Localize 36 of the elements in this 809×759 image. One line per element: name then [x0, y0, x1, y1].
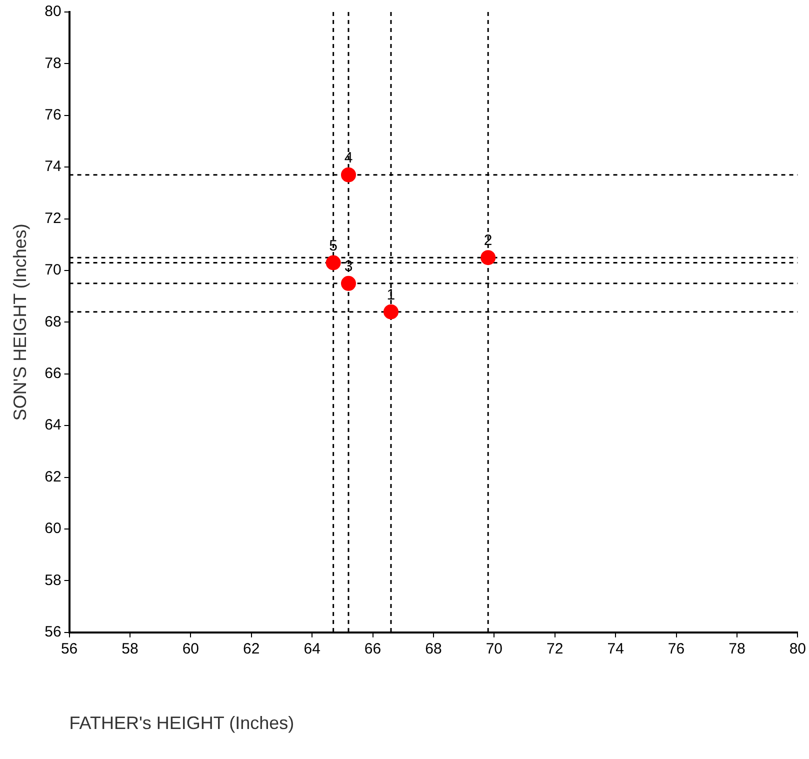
- y-tick-label: 62: [44, 468, 62, 486]
- x-tick-label: 64: [304, 640, 320, 658]
- annotation: 4: [344, 149, 353, 166]
- point: [326, 255, 341, 270]
- x-tick-label: 70: [486, 640, 503, 658]
- point: [340, 167, 356, 182]
- y-tick-label: 78: [44, 54, 62, 72]
- y-tick-label: 72: [44, 210, 62, 227]
- point: [340, 276, 356, 291]
- x-tick-label: 66: [364, 640, 382, 658]
- point: [480, 250, 496, 266]
- y-tick-label: 76: [44, 106, 62, 124]
- x-tick-label: 60: [182, 640, 200, 658]
- x-tick-label: 76: [668, 640, 685, 658]
- x-tick-label: 78: [728, 640, 746, 658]
- x-axis-title: FATHER's HEIGHT (Inches): [69, 713, 294, 734]
- annotation: 2: [484, 232, 492, 250]
- annotation: 5: [329, 237, 338, 254]
- y-tick-label: 64: [44, 416, 62, 434]
- point: [383, 304, 398, 320]
- y-axis-title: SON'S HEIGHT (Inches): [10, 224, 30, 421]
- y-tick-label: 60: [44, 520, 62, 538]
- x-tick-label: 80: [789, 640, 806, 658]
- y-tick-label: 74: [44, 158, 62, 176]
- x-tick-label: 62: [243, 640, 260, 658]
- x-tick-label: 58: [122, 640, 138, 658]
- y-tick-label: 66: [44, 365, 62, 382]
- y-tick-label: 70: [44, 262, 62, 279]
- y-tick-label: 56: [44, 624, 62, 641]
- x-tick-label: 68: [425, 640, 442, 658]
- x-tick-label: 74: [607, 640, 624, 658]
- y-tick-label: 80: [44, 3, 62, 20]
- x-tick-label: 72: [546, 640, 564, 658]
- y-tick-label: 58: [44, 572, 62, 589]
- y-tick-label: 68: [44, 313, 62, 330]
- x-tick-label: 56: [60, 640, 78, 658]
